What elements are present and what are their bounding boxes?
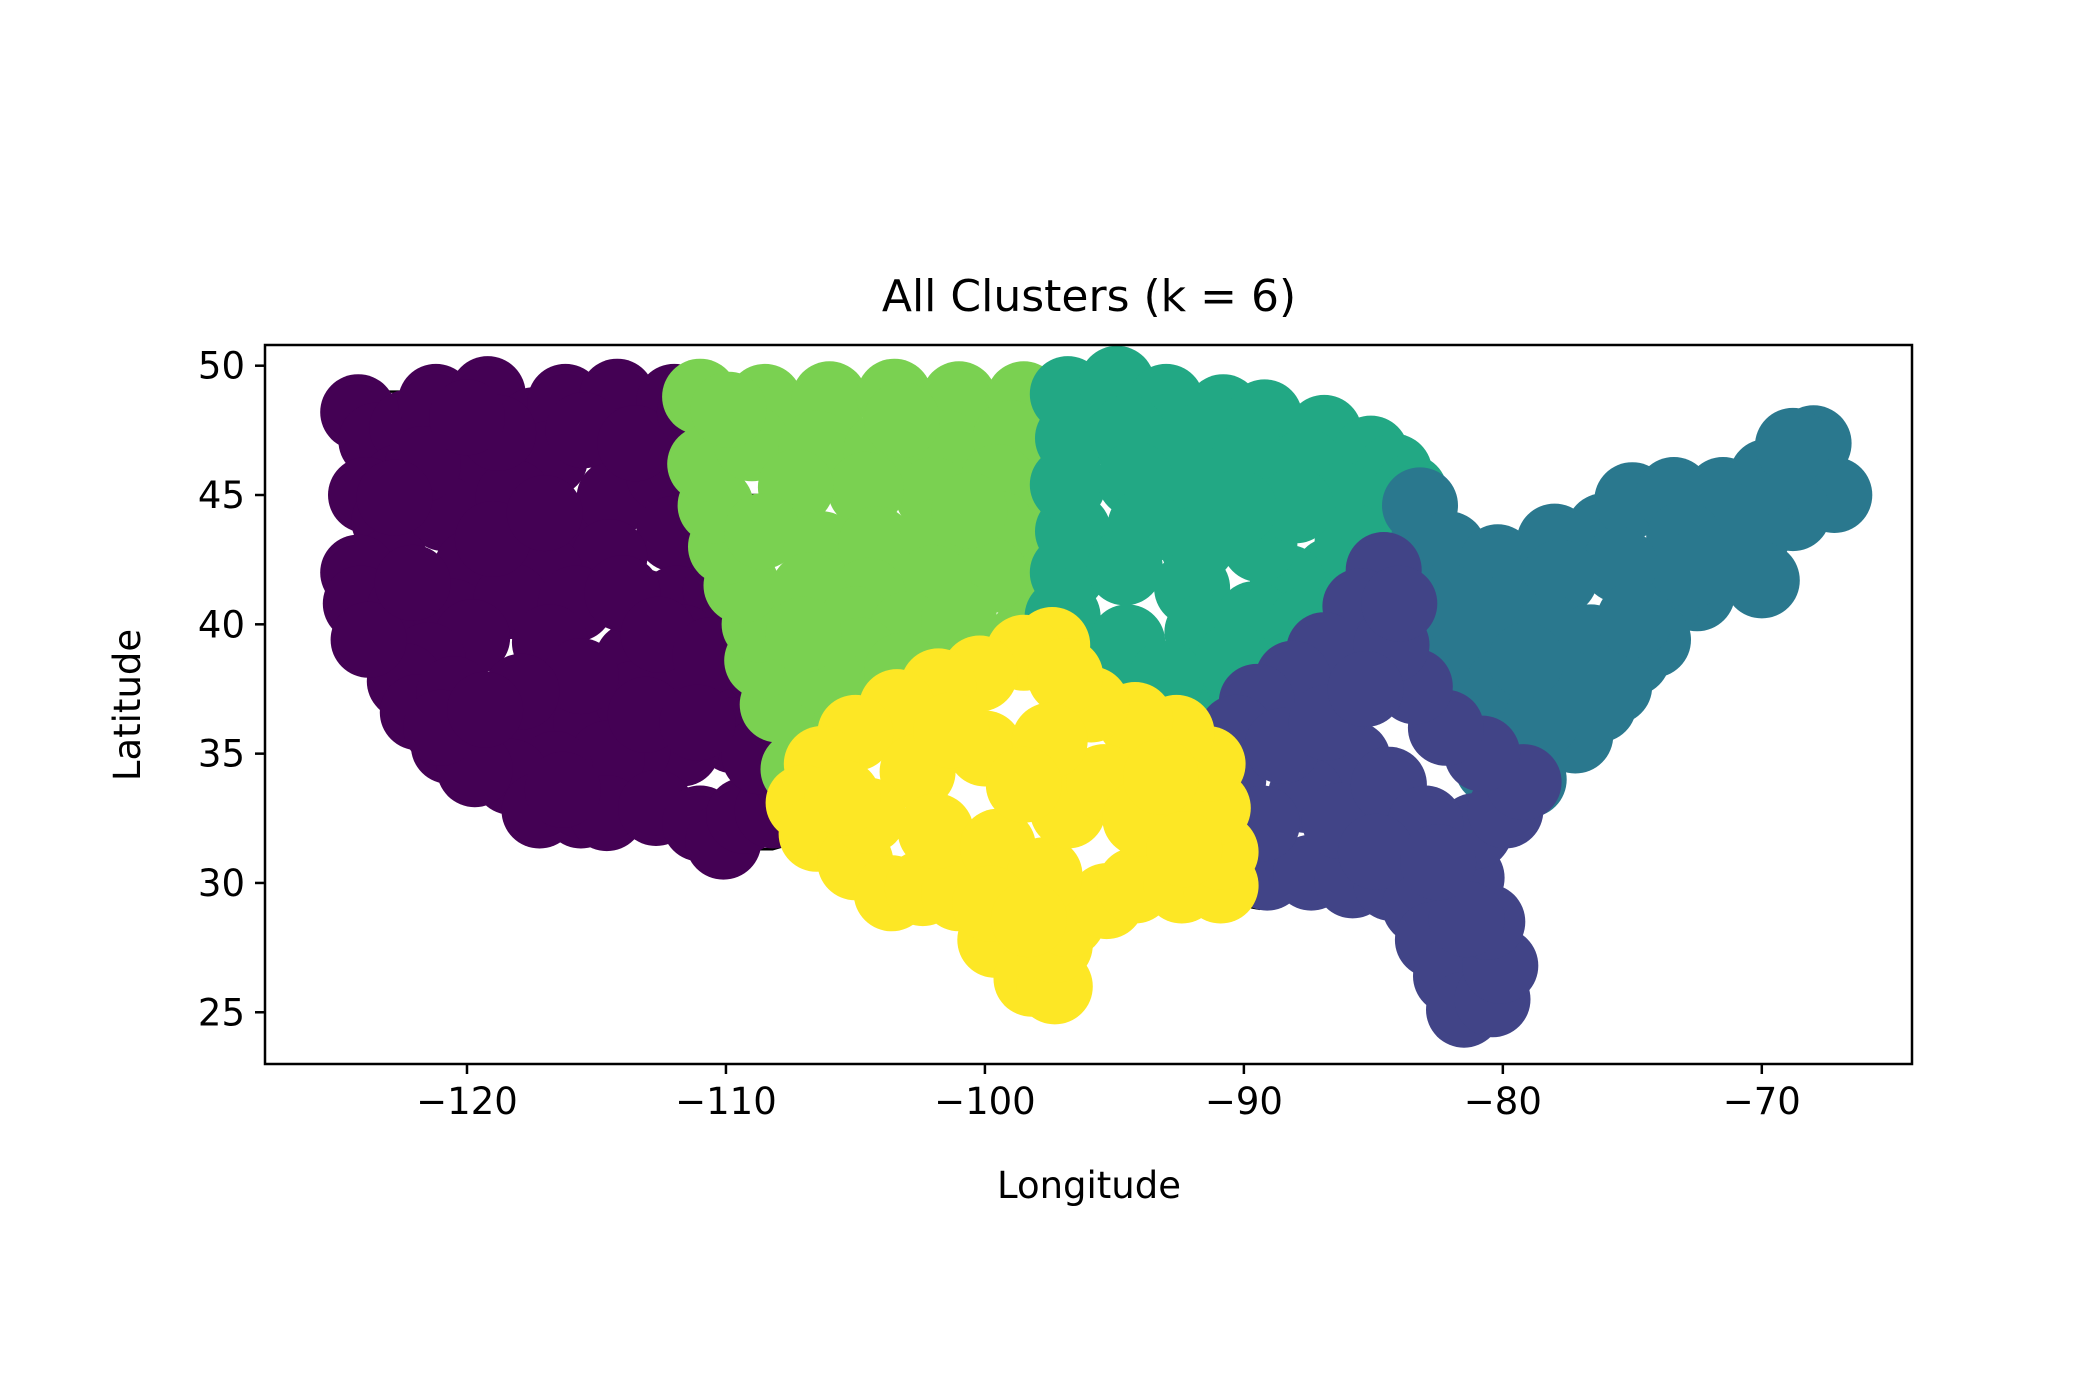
cluster-point bbox=[356, 459, 433, 536]
cluster-point bbox=[897, 793, 974, 870]
cluster-point bbox=[1488, 622, 1565, 699]
cluster-point bbox=[374, 544, 451, 621]
cluster-point bbox=[1146, 811, 1223, 888]
cluster-point bbox=[931, 472, 1008, 549]
cluster-point bbox=[1428, 881, 1505, 958]
cluster-point bbox=[1327, 651, 1404, 727]
x-axis-label: Longitude bbox=[997, 1164, 1181, 1207]
y-tick-label: 25 bbox=[198, 991, 245, 1034]
x-tick-label: −120 bbox=[416, 1080, 518, 1123]
x-tick-label: −100 bbox=[934, 1080, 1036, 1123]
cluster-point bbox=[524, 751, 601, 828]
cluster-point bbox=[690, 371, 767, 448]
cluster-point bbox=[1337, 813, 1414, 890]
y-axis-label: Latitude bbox=[106, 629, 149, 781]
cluster-point bbox=[864, 382, 940, 458]
cluster-point bbox=[506, 475, 583, 552]
plot-frame bbox=[263, 343, 1914, 1066]
x-tick-label: −80 bbox=[1464, 1080, 1542, 1123]
cluster-point bbox=[429, 379, 505, 456]
y-tick-label: 30 bbox=[198, 862, 245, 905]
cluster-point bbox=[447, 671, 524, 748]
y-tick-label: 50 bbox=[198, 345, 245, 388]
cluster-point bbox=[1257, 467, 1334, 544]
cluster-point bbox=[659, 684, 736, 761]
cluster-4 bbox=[1190, 532, 1562, 1048]
cluster-point bbox=[913, 692, 990, 769]
cluster-5 bbox=[765, 607, 1259, 1025]
chart-title: All Clusters (k = 6) bbox=[882, 271, 1296, 322]
cluster-point bbox=[1361, 565, 1438, 642]
cluster-point bbox=[804, 759, 881, 836]
cluster-point bbox=[1086, 529, 1163, 606]
cluster-point bbox=[1653, 532, 1730, 608]
cluster-point bbox=[1754, 407, 1831, 484]
x-tick-label: −70 bbox=[1723, 1080, 1801, 1123]
cluster-point bbox=[724, 493, 801, 570]
cluster-point bbox=[1723, 542, 1800, 619]
x-axis: −120 −110 −100 −90 −80 −70 bbox=[416, 1064, 1801, 1123]
y-tick-label: 45 bbox=[198, 474, 245, 517]
x-tick-label: −90 bbox=[1205, 1080, 1283, 1123]
cluster-points bbox=[320, 345, 1873, 1048]
y-tick-label: 40 bbox=[198, 603, 245, 646]
cluster-point bbox=[990, 881, 1067, 958]
y-axis: 25 30 35 40 45 50 bbox=[198, 345, 265, 1034]
cluster-point bbox=[1123, 738, 1199, 815]
cluster-point bbox=[765, 596, 842, 673]
cluster-point bbox=[1027, 638, 1104, 715]
cluster-point bbox=[542, 638, 619, 715]
cluster-point bbox=[985, 746, 1062, 823]
cluster-point bbox=[1596, 581, 1673, 658]
plot-area bbox=[320, 345, 1873, 1048]
y-tick-label: 35 bbox=[198, 733, 245, 776]
cluster-point bbox=[330, 601, 407, 678]
cluster-point bbox=[1400, 824, 1477, 901]
x-tick-label: −110 bbox=[675, 1080, 777, 1123]
cluster-point bbox=[597, 405, 674, 482]
